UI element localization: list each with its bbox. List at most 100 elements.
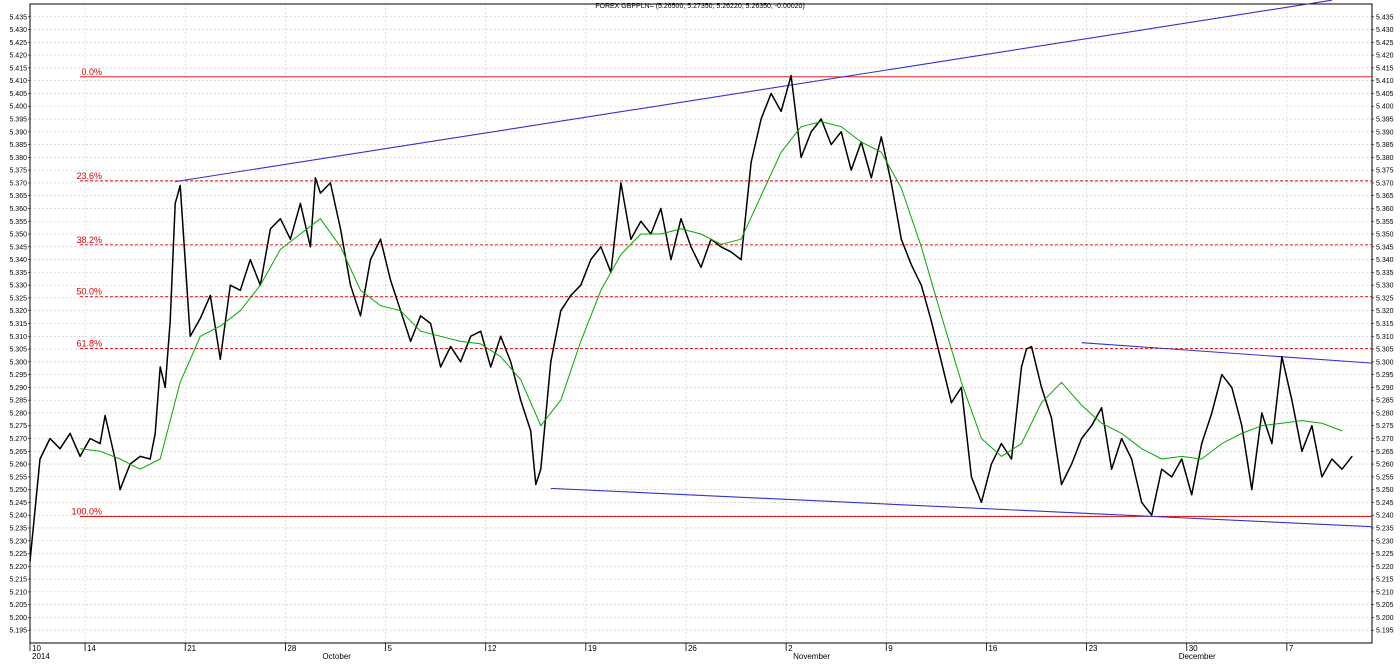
- x-tick-label: 9: [888, 644, 893, 653]
- y-tick-label-right: 5.195: [1376, 628, 1394, 635]
- price-point: [560, 310, 562, 312]
- y-tick-label-right: 5.405: [1376, 91, 1394, 98]
- price-point: [490, 366, 492, 368]
- price-point: [174, 202, 176, 204]
- y-tick-label-left: 5.285: [9, 398, 27, 405]
- y-tick-label-right: 5.235: [1376, 525, 1394, 532]
- price-point: [1311, 425, 1313, 427]
- price-point: [1271, 443, 1273, 445]
- price-point: [1171, 476, 1173, 478]
- y-tick-label-left: 5.400: [9, 104, 27, 111]
- price-point: [379, 238, 382, 240]
- price-point: [154, 432, 156, 435]
- price-point: [299, 202, 302, 204]
- y-tick-label-left: 5.280: [9, 410, 27, 417]
- y-tick-label-left: 5.325: [9, 295, 27, 302]
- price-point: [780, 110, 782, 112]
- y-tick-label-right: 5.385: [1376, 142, 1394, 149]
- x-axis: 10 14 21 28 5 12 19 26 2 9 16 23 30 7 2014 October Novem…: [29, 643, 1294, 661]
- price-point: [1040, 386, 1043, 388]
- price-point: [1321, 476, 1323, 478]
- y-tick-label-left: 5.315: [9, 321, 27, 328]
- y-tick-label-right: 5.295: [1376, 372, 1394, 379]
- price-point: [1080, 437, 1083, 440]
- price-point: [810, 131, 812, 133]
- price-point: [870, 177, 872, 179]
- price-point: [800, 156, 802, 158]
- y-tick-label-right: 5.265: [1376, 449, 1394, 456]
- price-point: [880, 136, 882, 138]
- y-tick-label-left: 5.235: [9, 525, 27, 532]
- y-tick-label-left: 5.225: [9, 551, 27, 558]
- price-point: [219, 358, 221, 360]
- y-tick-label-left: 5.295: [9, 372, 27, 379]
- price-point: [535, 483, 537, 486]
- price-point: [209, 294, 211, 296]
- y-tick-label-right: 5.300: [1376, 359, 1394, 366]
- y-tick-label-right: 5.400: [1376, 104, 1394, 111]
- x-month-label: November: [793, 652, 830, 660]
- price-point: [1111, 468, 1113, 470]
- price-point: [1291, 399, 1293, 401]
- x-tick-label: 5: [388, 644, 393, 653]
- price-point: [99, 443, 101, 445]
- price-point: [1025, 348, 1028, 350]
- y-tick-label-left: 5.385: [9, 142, 27, 149]
- price-point: [1341, 468, 1343, 470]
- y-tick-label-left: 5.275: [9, 423, 27, 430]
- y-tick-label-right: 5.210: [1376, 589, 1394, 596]
- price-point: [900, 238, 902, 240]
- x-tick-label: 28: [287, 644, 296, 653]
- price-point: [980, 501, 983, 504]
- price-point: [1161, 468, 1163, 470]
- fibonacci-label: 61.8%: [76, 339, 102, 349]
- price-point: [119, 489, 121, 491]
- price-point: [1221, 374, 1223, 376]
- y-tick-label-right: 5.420: [1376, 53, 1394, 60]
- y-tick-label-left: 5.245: [9, 500, 27, 507]
- y-tick-label-left: 5.430: [9, 27, 27, 34]
- price-point: [169, 320, 171, 322]
- price-point: [1201, 443, 1203, 445]
- price-point: [1251, 489, 1253, 491]
- price-point: [319, 192, 322, 194]
- x-tick-label: 7: [1289, 644, 1294, 653]
- price-point: [1351, 455, 1353, 458]
- price-point: [1211, 412, 1213, 414]
- x-tick-label: 12: [488, 644, 497, 653]
- y-tick-label-left: 5.335: [9, 270, 27, 277]
- price-point: [750, 161, 752, 164]
- price-point: [1121, 437, 1123, 440]
- y-axis-left: 5.195 5.200 5.205 5.210 5.215 5.220 5.225 5.230…: [9, 14, 30, 635]
- price-point: [359, 315, 362, 317]
- y-tick-label-left: 5.210: [9, 589, 27, 596]
- price-point: [770, 92, 772, 95]
- price-point: [1151, 514, 1153, 516]
- y-tick-label-right: 5.280: [1376, 410, 1394, 417]
- price-point: [179, 184, 181, 187]
- price-point: [680, 218, 682, 220]
- price-point: [740, 259, 742, 261]
- price-point: [590, 259, 592, 261]
- price-point: [159, 366, 161, 368]
- y-tick-label-right: 5.275: [1376, 423, 1394, 430]
- x-tick-label: 16: [988, 644, 997, 653]
- price-point: [1331, 458, 1333, 460]
- price-point: [1100, 407, 1103, 409]
- y-tick-label-left: 5.305: [9, 347, 27, 354]
- price-point: [429, 322, 432, 325]
- price-point: [630, 238, 632, 240]
- price-point: [79, 455, 81, 458]
- y-tick-label-right: 5.205: [1376, 602, 1394, 609]
- price-point: [1030, 345, 1033, 348]
- price-point: [530, 430, 532, 432]
- x-month-label: December: [1179, 652, 1216, 660]
- price-point: [39, 458, 41, 460]
- y-tick-label-right: 5.350: [1376, 232, 1394, 239]
- price-point: [500, 335, 502, 337]
- price-point: [525, 414, 527, 417]
- x-tick-label: 14: [87, 644, 96, 653]
- y-tick-label-left: 5.390: [9, 129, 27, 136]
- price-point: [620, 182, 622, 184]
